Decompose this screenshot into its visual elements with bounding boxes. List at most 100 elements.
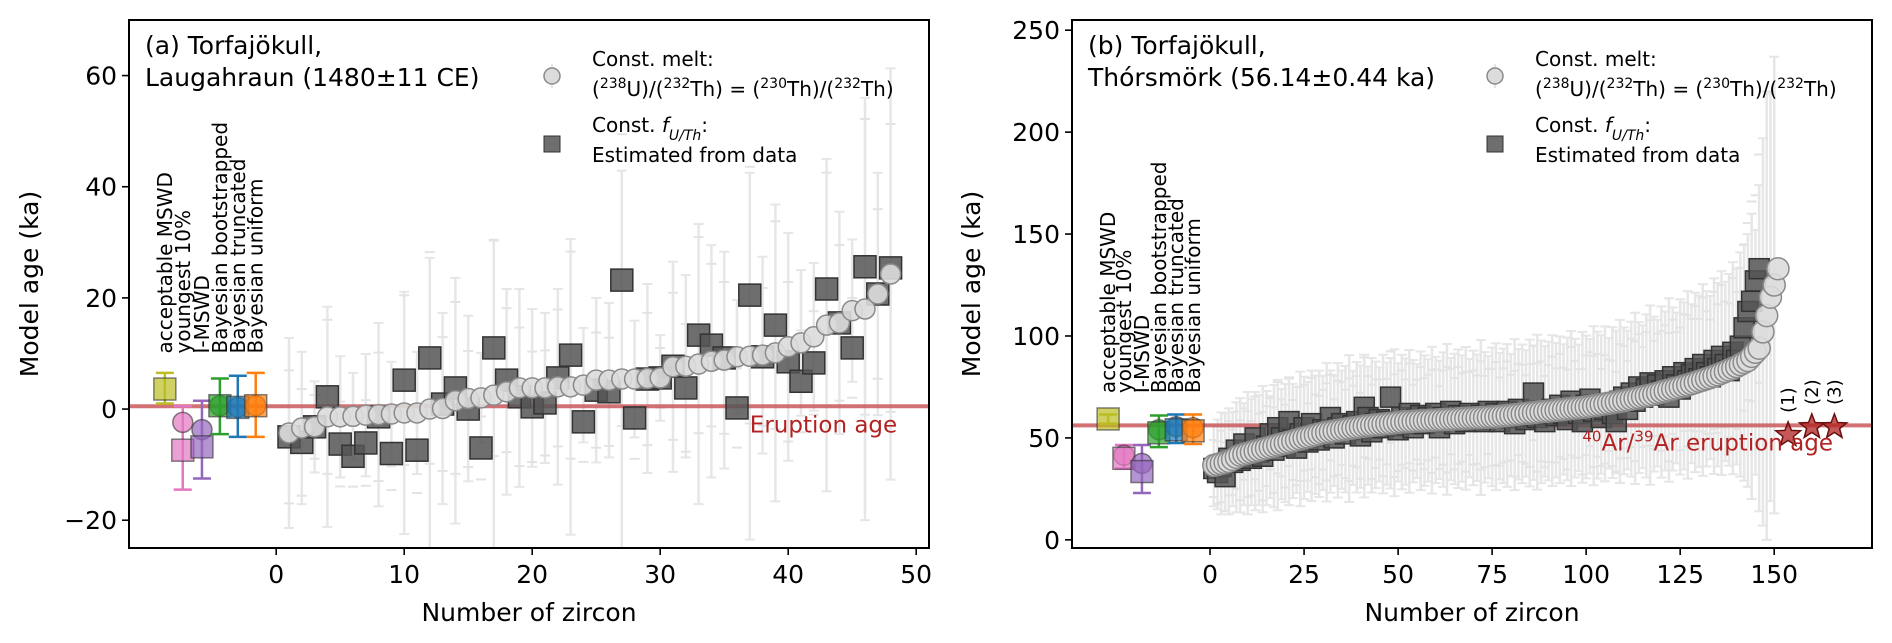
legend-entry-2-line1: Const. fU/Th:	[1535, 113, 1651, 144]
const-f-point	[802, 351, 826, 375]
const-f-point	[622, 406, 647, 430]
method-square	[1130, 459, 1154, 484]
legend-text-part: 232	[1777, 76, 1804, 92]
legend-square-icon	[543, 135, 561, 153]
const-f-point	[610, 268, 634, 292]
legend-text-part: (	[592, 77, 600, 101]
const-f-point	[725, 396, 749, 420]
legend-text-part: Th) = (	[689, 77, 760, 101]
y-axis-label: Model age (ka)	[957, 191, 986, 377]
error-bars	[284, 67, 896, 548]
method-label: Bayesian truncated	[1164, 198, 1188, 393]
method-square	[190, 435, 214, 459]
legend-circle-icon	[543, 67, 561, 85]
x-tick-label: 0	[268, 560, 284, 589]
star-label: (3)	[1824, 379, 1845, 405]
method-label: Bayesian bootstrapped	[1147, 162, 1171, 394]
legend-entry-1-line1: Const. melt:	[592, 47, 714, 71]
legend-text-part: 230	[1703, 76, 1730, 92]
y-tick-label: 100	[1012, 322, 1060, 351]
const-f-point	[763, 313, 788, 337]
const-f-point	[379, 441, 404, 466]
panel-title-line1: (b) Torfajökull,	[1088, 31, 1266, 60]
const-f-point	[1522, 382, 1545, 404]
legend-entry-1-line2: (238U)/(232Th) = (230Th)/(232Th)	[1535, 76, 1837, 101]
method-label: Bayesian bootstrapped	[208, 122, 232, 354]
legend: Const. melt:(238U)/(232Th) = (230Th)/(23…	[1486, 47, 1837, 167]
legend-text-part: U/Th	[1612, 128, 1644, 144]
y-tick-label: 0	[1044, 526, 1060, 555]
const-f-point	[738, 283, 762, 307]
eruption-age-label: Eruption age	[750, 412, 897, 438]
legend-text-part: :	[701, 113, 708, 137]
x-tick-label: 50	[1382, 560, 1414, 589]
legend-text-part: f	[1605, 113, 1615, 137]
method-square	[153, 377, 177, 401]
const-melt-point	[854, 298, 876, 320]
const-f-point	[1748, 257, 1770, 280]
const-f-point	[315, 385, 340, 409]
plot-area	[1072, 55, 1872, 541]
legend-entry-1-line2: (238U)/(232Th) = (230Th)/(232Th)	[592, 76, 894, 101]
method-label: youngest 10%	[1112, 250, 1136, 394]
legend-text-part: Th)/(	[786, 77, 834, 101]
legend-text-part: U)/(	[1570, 77, 1607, 101]
panel-title-line1: (a) Torfajökull,	[145, 31, 322, 60]
y-tick-label: 40	[85, 173, 117, 202]
eruption-label-part: 39	[1634, 427, 1653, 445]
const-f-point	[392, 368, 416, 392]
legend-text-part: Const.	[592, 113, 662, 137]
x-tick-label: 75	[1476, 560, 1508, 589]
const-f-point	[558, 343, 583, 367]
legend-text-part: :	[1644, 113, 1651, 137]
eruption-label-part: Ar eruption age	[1654, 430, 1834, 456]
const-f-point	[354, 431, 378, 455]
const-f-point	[469, 436, 493, 460]
method-label: acceptable MSWD	[1096, 212, 1120, 393]
method-circle	[172, 411, 194, 434]
legend-text-part: 232	[834, 76, 861, 92]
plot-area	[129, 67, 929, 548]
method-label: youngest 10%	[171, 210, 195, 354]
method-square	[1096, 407, 1120, 431]
eruption-star	[1773, 419, 1803, 448]
legend-text-part: 238	[600, 76, 627, 92]
y-tick-label: 50	[1028, 424, 1060, 453]
method-square	[1181, 419, 1205, 443]
const-f-point	[814, 277, 839, 301]
method-label: Bayesian truncated	[226, 159, 250, 354]
x-tick-label: 0	[1202, 560, 1218, 589]
eruption-label-part: 40	[1582, 427, 1601, 445]
axes-frame	[1071, 19, 1873, 549]
const-f-point	[571, 410, 596, 434]
legend-text-part: f	[662, 113, 672, 137]
method-label: Bayesian uniform	[244, 179, 268, 354]
y-tick-label: 0	[101, 395, 117, 424]
star-label: (2)	[1802, 379, 1823, 405]
x-tick-label: 125	[1656, 560, 1704, 589]
y-tick-label: 250	[1012, 16, 1060, 45]
const-f-point	[482, 336, 506, 360]
x-tick-label: 40	[772, 560, 804, 589]
legend-text-part: Const.	[1535, 113, 1605, 137]
legend-square-icon	[1486, 135, 1504, 153]
y-tick-label: −20	[64, 506, 117, 535]
legend-text-part: 232	[1607, 76, 1634, 92]
y-axis-label: Model age (ka)	[15, 191, 44, 377]
summary-methods	[1096, 407, 1205, 495]
error-bars	[1208, 55, 1783, 541]
panel-title-line2: Thórsmörk (56.14±0.44 ka)	[1087, 63, 1435, 92]
legend-text-part: Th)/(	[1729, 77, 1777, 101]
legend-entry-2-line2: Estimated from data	[592, 143, 797, 167]
y-tick-label: 20	[85, 284, 117, 313]
legend-entry-2-line1: Const. fU/Th:	[592, 113, 708, 144]
legend-text-part: Th) = (	[1632, 77, 1703, 101]
const-f-point	[405, 438, 429, 462]
x-tick-label: 100	[1562, 560, 1610, 589]
const-f-point	[418, 346, 442, 370]
const-melt-point	[1766, 256, 1790, 281]
legend-text-part: 238	[1543, 76, 1570, 92]
